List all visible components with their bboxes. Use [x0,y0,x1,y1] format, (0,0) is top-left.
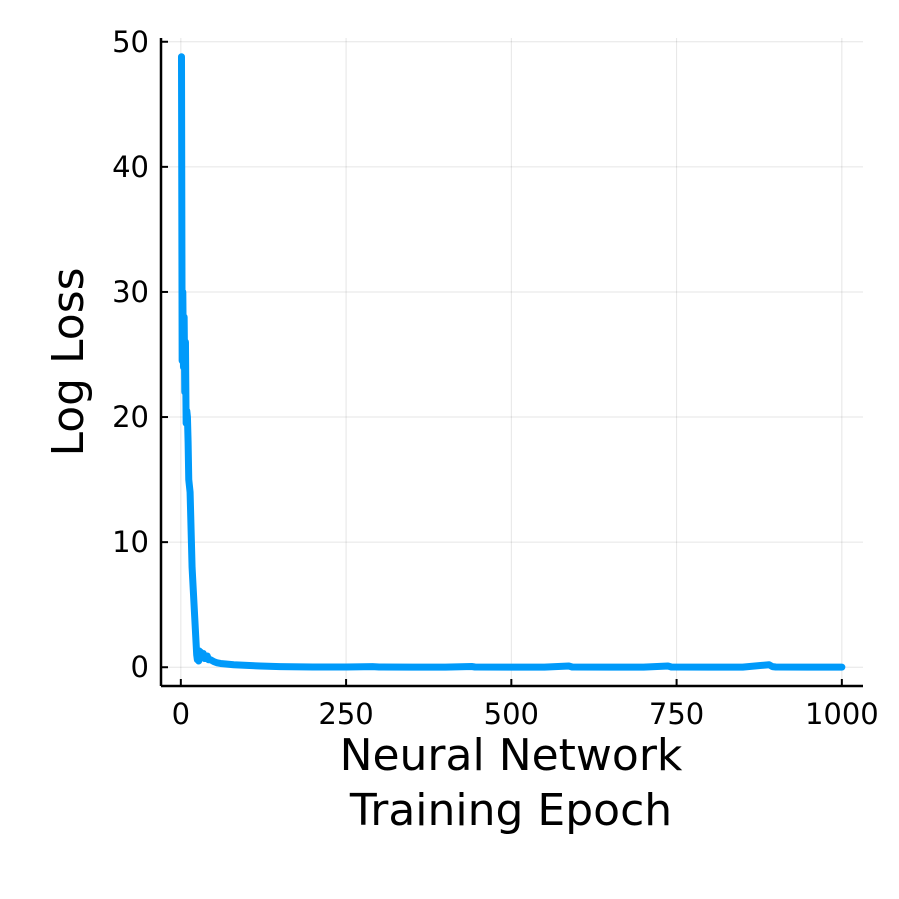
y-tick-label: 40 [112,150,149,184]
series-layer [177,53,846,671]
x-tick-label: 0 [172,697,190,731]
x-axis-title-line-2: Training Epoch [349,785,672,836]
x-axis-title-line-1: Neural Network [340,730,683,781]
axes [159,38,863,688]
y-tick-label: 30 [112,275,149,309]
loss-series-line [177,53,846,671]
y-tick-label: 10 [112,525,149,559]
y-tick-label: 50 [112,25,149,59]
y-tick-label: 0 [131,650,149,684]
y-axis-title: Log Loss [43,267,94,456]
grid [161,38,863,686]
x-tick-label: 250 [318,697,373,731]
x-tick-label: 750 [649,697,704,731]
ticks: 0 250 500 750 1000 0 10 20 30 40 50 [112,25,879,731]
x-tick-label: 1000 [805,697,879,731]
x-tick-label: 500 [484,697,539,731]
y-tick-label: 20 [112,400,149,434]
